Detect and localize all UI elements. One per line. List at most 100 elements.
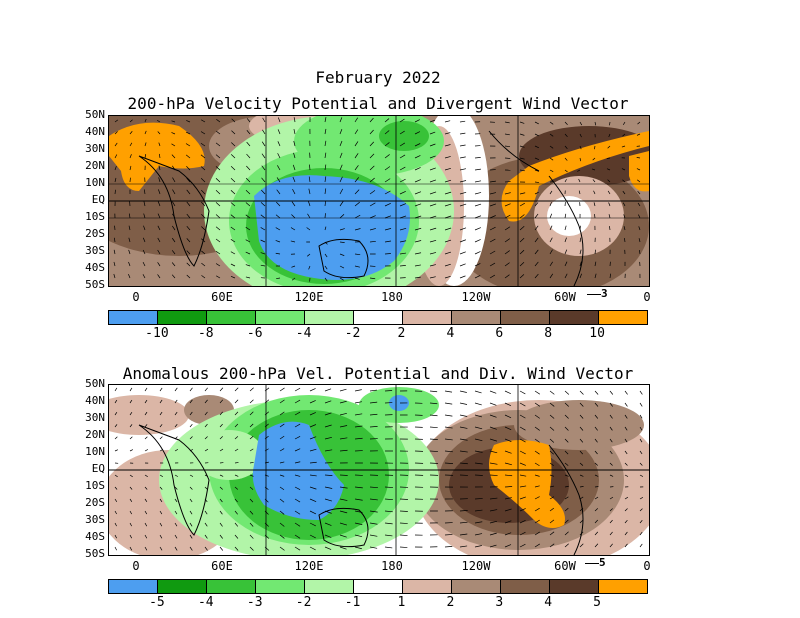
- wind-vector: [144, 130, 147, 135]
- wind-vector: [260, 227, 266, 231]
- wind-vector: [399, 166, 406, 171]
- wind-vector: [277, 153, 281, 159]
- wind-vector: [579, 402, 584, 407]
- wind-vector: [534, 426, 540, 431]
- wind-vector: [186, 274, 191, 279]
- lat-label: EQ: [91, 462, 105, 475]
- wind-vector: [444, 450, 453, 453]
- wind-vector: [621, 168, 626, 171]
- wind-vector: [174, 546, 178, 551]
- wind-vector: [624, 237, 626, 243]
- wind-vector: [489, 520, 497, 524]
- wind-vector: [474, 545, 482, 548]
- wind-vector: [534, 249, 539, 255]
- wind-vector: [186, 250, 191, 255]
- wind-vector: [172, 201, 176, 207]
- wind-vector: [519, 450, 526, 455]
- lon-label: 120W: [461, 559, 491, 573]
- wind-vector: [339, 253, 345, 256]
- wind-vector: [609, 462, 613, 466]
- wind-vector: [504, 203, 511, 207]
- wind-vector: [159, 436, 163, 440]
- wind-vector: [230, 214, 236, 219]
- wind-vector: [489, 462, 498, 465]
- wind-vector: [504, 450, 512, 454]
- wind-vector: [174, 436, 178, 440]
- wind-vector: [307, 253, 311, 257]
- wind-vector: [624, 414, 628, 419]
- wind-vector: [129, 486, 133, 490]
- wind-vector: [128, 225, 131, 231]
- wind-vector: [276, 189, 281, 195]
- wind-vector: [606, 168, 611, 171]
- wind-vector: [339, 437, 348, 440]
- wind-vector: [519, 426, 526, 431]
- wind-vector: [624, 462, 628, 466]
- wind-vector: [290, 240, 296, 243]
- wind-vector: [624, 474, 629, 477]
- wind-vector: [245, 264, 251, 267]
- bottom-colorbar: [108, 579, 648, 594]
- wind-vector: [185, 131, 191, 135]
- wind-vector: [249, 423, 254, 428]
- wind-vector: [534, 543, 540, 548]
- wind-vector: [459, 215, 467, 219]
- wind-vector: [324, 226, 327, 231]
- wind-vector: [339, 546, 347, 550]
- wind-vector: [264, 448, 269, 452]
- wind-vector: [171, 250, 176, 255]
- lat-label: 50N: [85, 377, 105, 390]
- wind-vector: [384, 142, 390, 147]
- wind-vector: [129, 411, 133, 416]
- wind-vector: [158, 189, 161, 195]
- wind-vector: [399, 240, 407, 243]
- wind-vector: [171, 143, 176, 147]
- wind-vector: [549, 157, 554, 161]
- wind-vector: [113, 237, 116, 243]
- wind-vector: [174, 486, 178, 490]
- wind-vector: [204, 399, 208, 404]
- wind-vector: [159, 474, 163, 477]
- wind-vector: [519, 133, 525, 136]
- wind-vector: [429, 131, 436, 135]
- wind-vector: [519, 261, 525, 267]
- wind-vector: [414, 264, 421, 267]
- wind-vector: [309, 448, 317, 452]
- wind-vector: [276, 177, 281, 183]
- bottom-map-field: [109, 385, 649, 555]
- wind-vector: [384, 228, 392, 231]
- wind-vector: [264, 387, 270, 392]
- wind-vector: [429, 215, 437, 219]
- wind-vector: [219, 498, 223, 503]
- wind-vector: [171, 274, 176, 279]
- wind-vector: [129, 154, 132, 159]
- wind-vector: [171, 237, 176, 243]
- colorbar-label: -10: [145, 326, 169, 341]
- wind-vector: [293, 129, 296, 135]
- wind-vector: [157, 131, 161, 135]
- wind-vector: [185, 143, 191, 147]
- wind-vector: [489, 450, 498, 454]
- wind-vector: [474, 509, 483, 512]
- colorbar-label: 6: [495, 326, 504, 341]
- wind-vector: [142, 261, 146, 267]
- wind-vector: [579, 543, 584, 548]
- wind-vector: [429, 414, 438, 417]
- wind-vector: [260, 202, 266, 207]
- wind-vector: [144, 411, 148, 416]
- wind-vector: [264, 486, 269, 490]
- wind-vector: [174, 399, 178, 404]
- wind-vector: [534, 402, 541, 407]
- wind-vector: [504, 133, 510, 136]
- wind-vector: [186, 225, 191, 231]
- wind-vector: [275, 227, 281, 231]
- wind-vector: [114, 166, 117, 171]
- wind-vector: [459, 263, 466, 267]
- wind-vector: [189, 486, 193, 490]
- wind-vector: [519, 157, 525, 160]
- wind-vector: [504, 274, 510, 279]
- wind-vector: [307, 213, 311, 219]
- wind-vector: [294, 423, 301, 428]
- wind-vector: [354, 177, 360, 183]
- wind-vector: [519, 462, 526, 466]
